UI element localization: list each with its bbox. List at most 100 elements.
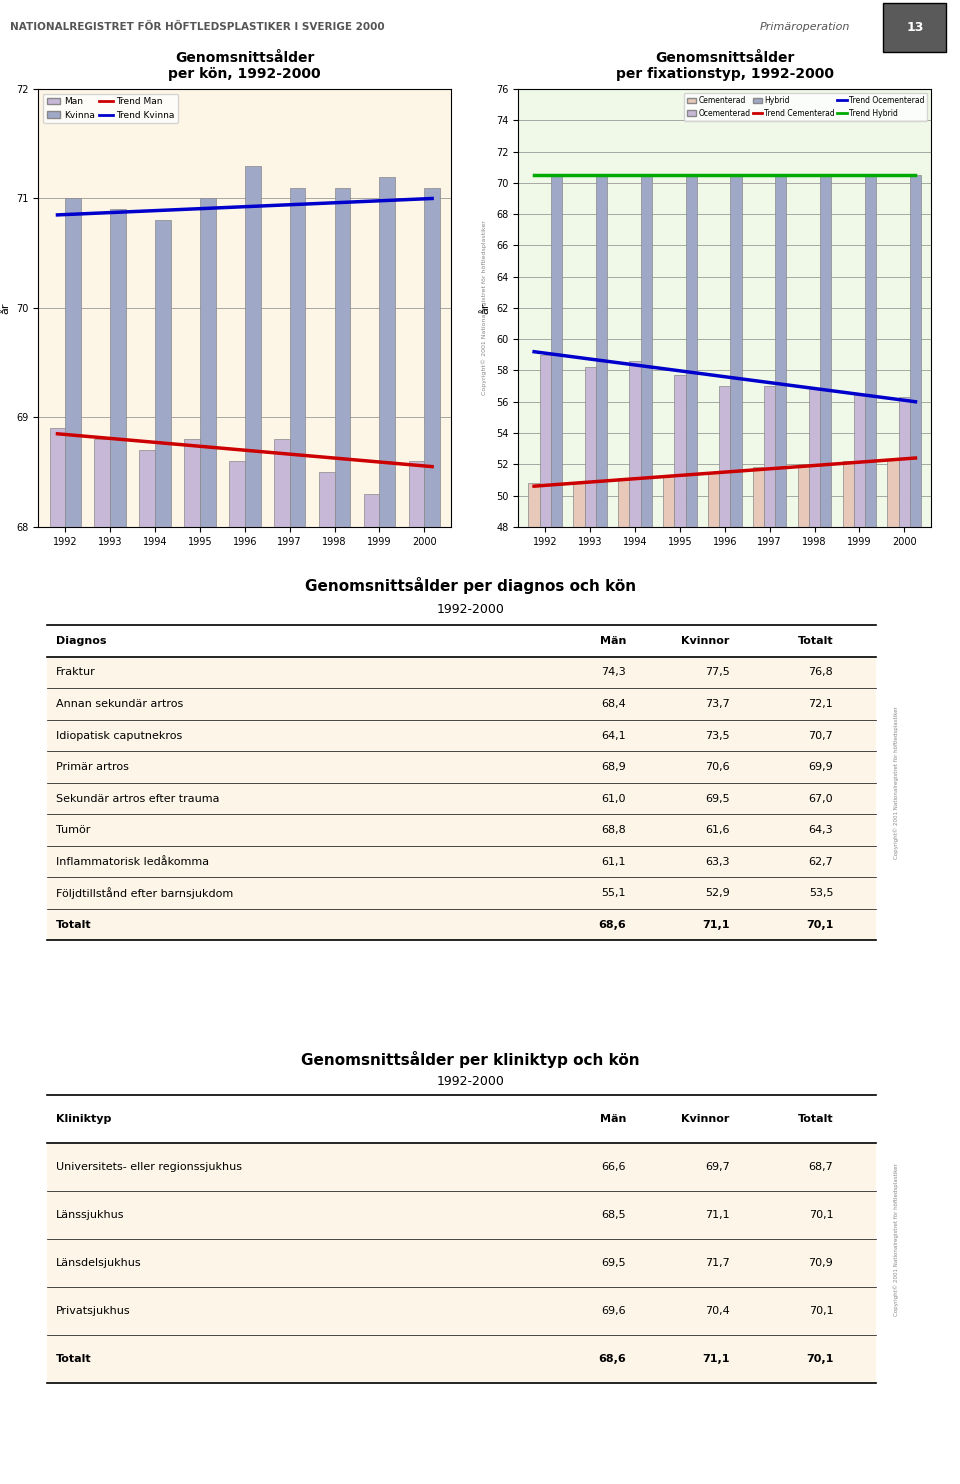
Bar [540, 355, 551, 1278]
Text: 1992-2000: 1992-2000 [437, 604, 504, 616]
Text: 63,3: 63,3 [705, 856, 730, 867]
Text: 70,1: 70,1 [808, 1306, 833, 1316]
Bar [843, 462, 853, 1278]
Bar [809, 389, 820, 1278]
Text: 69,5: 69,5 [705, 794, 730, 803]
Text: 70,1: 70,1 [808, 1209, 833, 1220]
Text: 71,7: 71,7 [705, 1258, 730, 1269]
Text: Copyright© 2001 Nationalregistret för höftledsplastiker: Copyright© 2001 Nationalregistret för hö… [894, 1162, 900, 1316]
Text: 52,9: 52,9 [705, 887, 730, 898]
Text: 67,0: 67,0 [808, 794, 833, 803]
FancyBboxPatch shape [47, 908, 876, 941]
Bar [334, 187, 350, 1484]
Bar [573, 484, 585, 1278]
FancyBboxPatch shape [47, 751, 876, 782]
FancyBboxPatch shape [47, 815, 876, 846]
Text: 73,7: 73,7 [705, 699, 730, 709]
FancyBboxPatch shape [47, 877, 876, 908]
Text: NATIONALREGISTRET FÖR HÖFTLEDSPLASTIKER I SVERIGE 2000: NATIONALREGISTRET FÖR HÖFTLEDSPLASTIKER … [10, 22, 384, 33]
Text: Länssjukhus: Länssjukhus [56, 1209, 124, 1220]
FancyBboxPatch shape [47, 782, 876, 815]
Text: Totalt: Totalt [56, 1355, 91, 1364]
Text: 61,1: 61,1 [601, 856, 626, 867]
Bar [110, 209, 126, 1484]
Text: Fraktur: Fraktur [56, 668, 95, 678]
Text: Primäroperation: Primäroperation [759, 22, 850, 33]
Bar [887, 460, 899, 1278]
Bar [798, 464, 809, 1278]
Title: Genomsnittsålder
per kön, 1992-2000: Genomsnittsålder per kön, 1992-2000 [169, 50, 321, 82]
Text: 68,6: 68,6 [598, 1355, 626, 1364]
Text: 70,1: 70,1 [805, 920, 833, 929]
Text: Copyright© 2001 Nationalregistret för höftledsplastiker: Copyright© 2001 Nationalregistret för hö… [481, 221, 487, 395]
Text: 71,1: 71,1 [702, 920, 730, 929]
Bar [596, 175, 607, 1278]
Bar [853, 395, 865, 1278]
Text: 55,1: 55,1 [601, 887, 626, 898]
Text: Annan sekundär artros: Annan sekundär artros [56, 699, 183, 709]
Bar [685, 175, 697, 1278]
Text: 77,5: 77,5 [705, 668, 730, 678]
Text: Totalt: Totalt [56, 920, 91, 929]
Bar [764, 386, 776, 1278]
Text: 62,7: 62,7 [808, 856, 833, 867]
Text: Universitets- eller regionssjukhus: Universitets- eller regionssjukhus [56, 1162, 242, 1172]
Text: 73,5: 73,5 [705, 730, 730, 741]
Text: 69,9: 69,9 [808, 763, 833, 772]
Text: Män: Män [600, 637, 626, 646]
Text: Sekundär artros efter trauma: Sekundär artros efter trauma [56, 794, 219, 803]
Text: 68,4: 68,4 [601, 699, 626, 709]
Text: Kliniktyp: Kliniktyp [56, 1114, 111, 1123]
Bar [94, 439, 110, 1484]
Bar [753, 467, 764, 1278]
Text: 53,5: 53,5 [808, 887, 833, 898]
Text: 13: 13 [906, 21, 924, 34]
Text: 68,8: 68,8 [601, 825, 626, 835]
Legend: Man, Kvinna, Trend Man, Trend Kvinna: Man, Kvinna, Trend Man, Trend Kvinna [43, 93, 179, 123]
Text: 66,6: 66,6 [601, 1162, 626, 1172]
Legend: Cementerad, Ocementerad, Hybrid, Trend Cementerad, Trend Ocementerad, Trend Hybr: Cementerad, Ocementerad, Hybrid, Trend C… [684, 93, 927, 120]
Text: 61,0: 61,0 [601, 794, 626, 803]
Text: Idiopatisk caputnekros: Idiopatisk caputnekros [56, 730, 182, 741]
Text: Män: Män [600, 1114, 626, 1123]
Text: Copyright© 2001 Nationalregistret för höftledsplastiker: Copyright© 2001 Nationalregistret för hö… [894, 706, 900, 859]
Y-axis label: år: år [1, 303, 11, 313]
Bar [674, 375, 685, 1278]
Bar [585, 368, 596, 1278]
Bar [156, 220, 171, 1484]
FancyBboxPatch shape [47, 689, 876, 720]
Text: 70,6: 70,6 [705, 763, 730, 772]
Bar [618, 478, 630, 1278]
FancyBboxPatch shape [47, 720, 876, 751]
Bar [200, 199, 216, 1484]
Bar [50, 429, 65, 1484]
Text: 69,6: 69,6 [601, 1306, 626, 1316]
Bar [529, 484, 540, 1278]
Text: 64,1: 64,1 [601, 730, 626, 741]
Text: Primär artros: Primär artros [56, 763, 129, 772]
Text: 64,3: 64,3 [808, 825, 833, 835]
Bar [184, 439, 200, 1484]
FancyBboxPatch shape [47, 1239, 876, 1287]
Bar [274, 439, 290, 1484]
Text: Totalt: Totalt [798, 637, 833, 646]
Bar [424, 187, 440, 1484]
Text: 68,9: 68,9 [601, 763, 626, 772]
FancyBboxPatch shape [47, 1336, 876, 1383]
Bar [708, 472, 719, 1278]
Bar [229, 462, 245, 1484]
Bar [640, 175, 652, 1278]
Text: 61,6: 61,6 [705, 825, 730, 835]
FancyBboxPatch shape [47, 1143, 876, 1192]
Text: 68,5: 68,5 [601, 1209, 626, 1220]
FancyBboxPatch shape [47, 657, 876, 689]
Text: 70,7: 70,7 [808, 730, 833, 741]
Text: Diagnos: Diagnos [56, 637, 107, 646]
Text: Kvinnor: Kvinnor [682, 637, 730, 646]
Title: Genomsnittsålder
per fixationstyp, 1992-2000: Genomsnittsålder per fixationstyp, 1992-… [615, 50, 834, 82]
Bar [139, 450, 156, 1484]
Text: Kvinnor: Kvinnor [682, 1114, 730, 1123]
Bar [865, 175, 876, 1278]
Bar [820, 175, 831, 1278]
Bar [630, 361, 640, 1278]
